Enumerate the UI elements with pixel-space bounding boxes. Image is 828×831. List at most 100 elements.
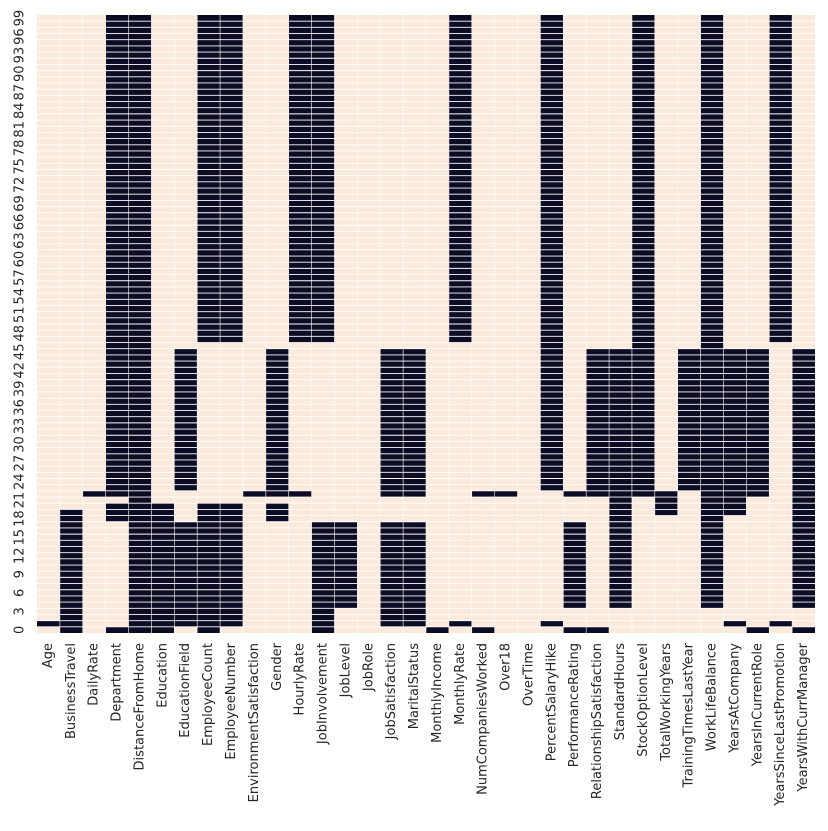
x-tick-label-HourlyRate: HourlyRate [293, 643, 308, 715]
x-tick-label-Age: Age [41, 643, 56, 668]
missing-cell-EducationField-23-45 [174, 348, 198, 491]
missing-cell-EmployeeCount-47-99 [197, 15, 221, 343]
missing-cell-Gender-18-20 [265, 503, 289, 522]
y-tick-label: 36 [13, 399, 28, 416]
y-tick-label: 57 [13, 269, 28, 286]
y-tick-label: 48 [13, 325, 28, 342]
x-tick-label-DailyRate: DailyRate [87, 643, 102, 706]
y-tick-label: 33 [13, 418, 28, 435]
missing-cell-MonthlyRate-47-99 [448, 15, 472, 343]
y-tick-label: 60 [13, 251, 28, 268]
missing-cell-EmployeeNumber-47-99 [220, 15, 243, 343]
x-tick-label-EmployeeCount: EmployeeCount [201, 643, 216, 746]
y-tick-label: 6 [13, 589, 28, 597]
x-tick-label-YearsSinceLastPromotion: YearsSinceLastPromotion [773, 643, 788, 807]
missing-cell-YearsAtCompany-19-45 [723, 348, 747, 516]
y-tick-label: 15 [13, 529, 28, 546]
x-tick-label-EnvironmentSatisfaction: EnvironmentSatisfaction [247, 643, 262, 802]
missing-cell-YearsInCurrentRole-0-0 [746, 626, 770, 633]
y-tick-label: 69 [13, 195, 28, 212]
y-tick-label: 96 [13, 28, 28, 45]
x-tick-labels: Age BusinessTravel DailyRate Department Dist… [41, 642, 811, 806]
missing-cell-MonthlyRate-1-1 [448, 620, 472, 627]
y-tick-label: 84 [13, 103, 28, 120]
missing-cell-HourlyRate-22-22 [288, 490, 312, 498]
missing-cell-PerformanceRating-22-22 [563, 490, 587, 498]
x-tick-label-OverTime: OverTime [521, 643, 536, 706]
missing-cell-PercentSalaryHike-1-1 [540, 620, 564, 627]
y-tick-label: 87 [13, 84, 28, 101]
missing-cell-RelationshipSatisfaction-0-0 [586, 626, 610, 633]
missing-cell-EnvironmentSatisfaction-22-22 [242, 490, 266, 498]
y-tick-label: 42 [13, 362, 28, 379]
column-separators [59, 15, 793, 633]
x-tick-label-TotalWorkingYears: TotalWorkingYears [659, 643, 674, 762]
x-tick-label-EmployeeNumber: EmployeeNumber [224, 642, 239, 759]
missing-cell-JobInvolvement-47-99 [311, 15, 335, 343]
y-tick-label: 30 [13, 436, 28, 453]
x-tick-label-MonthlyIncome: MonthlyIncome [430, 643, 445, 743]
missing-cell-Department-0-0 [105, 626, 129, 633]
missing-cell-YearsAtCompany-1-1 [723, 620, 747, 627]
missing-cell-YearsWithCurrManager-0-0 [792, 626, 815, 633]
y-tick-label: 0 [13, 626, 28, 634]
missing-cell-Age-1-1 [37, 620, 60, 627]
y-tick-label: 78 [13, 140, 28, 157]
x-tick-label-YearsWithCurrManager: YearsWithCurrManager [796, 642, 811, 792]
y-tick-label: 21 [13, 492, 28, 509]
y-tick-label: 45 [13, 344, 28, 361]
y-tick-label: 66 [13, 214, 28, 231]
missing-cell-NumCompaniesWorked-22-22 [471, 490, 495, 498]
y-tick-label: 27 [13, 455, 28, 472]
y-tick-label: 93 [13, 47, 28, 64]
y-tick-label: 72 [13, 177, 28, 194]
y-tick-label: 24 [13, 473, 28, 490]
x-tick-label-BusinessTravel: BusinessTravel [64, 643, 79, 739]
x-tick-label-JobInvolvement: JobInvolvement [316, 643, 331, 745]
y-tick-label: 54 [13, 288, 28, 305]
x-tick-label-MaritalStatus: MaritalStatus [407, 643, 422, 729]
missing-cell-YearsSinceLastPromotion-1-1 [769, 620, 793, 627]
missing-cell-Department-18-20 [105, 503, 129, 522]
x-tick-label-Education: Education [155, 643, 170, 708]
y-tick-label: 75 [13, 158, 28, 175]
missing-cell-Over18-22-22 [494, 490, 518, 498]
y-tick-label: 51 [13, 306, 28, 323]
missing-cell-JobSatisfaction-1-17 [380, 521, 404, 627]
missing-cell-TrainingTimesLastYear-23-45 [677, 348, 701, 491]
x-tick-label-Over18: Over18 [499, 643, 514, 691]
missing-cell-PerformanceRating-0-0 [563, 626, 587, 633]
missing-cell-EmployeeCount-0-20 [197, 503, 221, 633]
missing-cell-Education-0-20 [151, 503, 175, 633]
x-tick-label-NumCompaniesWorked: NumCompaniesWorked [476, 643, 491, 795]
x-tick-label-EducationField: EducationField [178, 643, 193, 738]
missing-cell-DailyRate-22-22 [82, 490, 106, 498]
missing-cell-MonthlyIncome-0-0 [426, 626, 449, 633]
x-tick-label-PercentSalaryHike: PercentSalaryHike [544, 643, 559, 761]
x-tick-label-Department: Department [110, 643, 125, 722]
x-tick-label-JobSatisfaction: JobSatisfaction [384, 643, 399, 740]
y-tick-label: 9 [13, 570, 28, 578]
y-tick-label: 81 [13, 121, 28, 138]
x-tick-label-PerformanceRating: PerformanceRating [567, 643, 582, 767]
x-tick-label-StandardHours: StandardHours [613, 643, 628, 740]
y-tick-label: 39 [13, 381, 28, 398]
y-tick-label: 99 [13, 10, 28, 27]
x-tick-label-YearsInCurrentRole: YearsInCurrentRole [750, 643, 765, 767]
missing-cell-PercentSalaryHike-23-99 [540, 15, 564, 491]
x-tick-label-RelationshipSatisfaction: RelationshipSatisfaction [590, 643, 605, 799]
missing-cell-NumCompaniesWorked-0-0 [471, 626, 495, 633]
missing-cell-MaritalStatus-1-17 [403, 521, 426, 627]
x-tick-label-Gender: Gender [270, 642, 285, 691]
y-tick-label: 90 [13, 65, 28, 82]
missing-cell-YearsSinceLastPromotion-47-99 [769, 15, 793, 343]
y-tick-label: 3 [13, 607, 28, 615]
y-tick-labels: 0369121518212427303336394245485154576063… [13, 10, 28, 634]
x-tick-label-JobRole: JobRole [361, 643, 376, 692]
x-tick-label-MonthlyRate: MonthlyRate [453, 643, 468, 725]
missing-cell-HourlyRate-47-99 [288, 15, 312, 343]
x-tick-label-TrainingTimesLastYear: TrainingTimesLastYear [682, 642, 697, 788]
x-tick-label-YearsAtCompany: YearsAtCompany [727, 643, 742, 754]
missing-cell-EducationField-1-17 [174, 521, 198, 627]
